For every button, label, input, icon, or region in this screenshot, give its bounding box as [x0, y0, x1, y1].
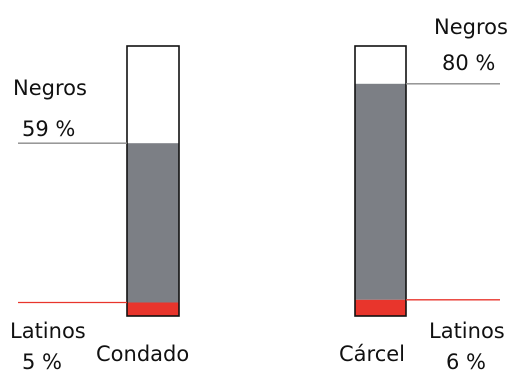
label-carcel-negros: Negros [434, 15, 508, 39]
bar-carcel-latinos [355, 299, 406, 316]
value-carcel-latinos: 6 % [446, 350, 486, 374]
label-condado-negros: Negros [13, 76, 87, 100]
value-condado-latinos: 5 % [22, 350, 62, 374]
bar-group-condado: Negros 59 % Latinos 5 % Condado [10, 45, 189, 374]
bar-condado-negros [127, 143, 179, 303]
label-carcel-latinos: Latinos [429, 319, 505, 343]
category-carcel: Cárcel [339, 342, 405, 366]
value-carcel-negros: 80 % [442, 51, 495, 75]
bar-condado-frame [126, 45, 180, 317]
bar-carcel-frame [354, 45, 407, 317]
bar-group-carcel: Negros 80 % Latinos 6 % Cárcel [339, 15, 508, 374]
label-condado-latinos: Latinos [10, 319, 86, 343]
category-condado: Condado [96, 342, 189, 366]
value-condado-negros: 59 % [22, 117, 75, 141]
bar-condado-latinos [127, 302, 179, 316]
bar-carcel-negros [355, 83, 406, 300]
